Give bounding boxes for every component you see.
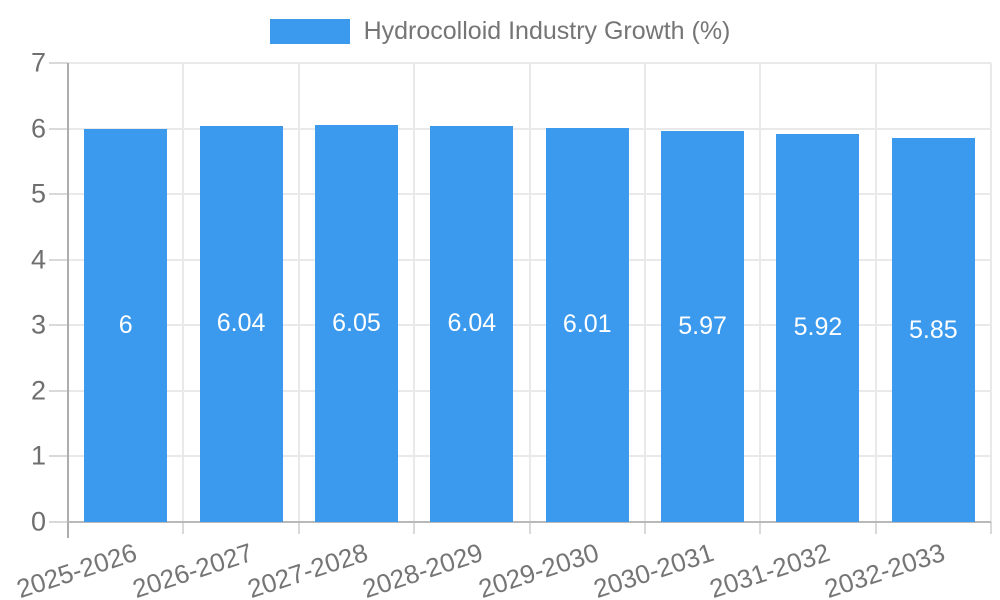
gridline-vertical — [874, 63, 877, 522]
x-axis-tick — [874, 522, 877, 534]
gridline-vertical — [759, 63, 762, 522]
bar[interactable]: 6.04 — [430, 125, 514, 522]
x-axis-category-label: 2032-2033 — [820, 537, 949, 600]
bar-value-label: 6 — [118, 310, 133, 339]
bar-value-label: 5.92 — [793, 313, 843, 342]
gridline-vertical — [528, 63, 531, 522]
x-axis-tick — [643, 522, 646, 534]
y-axis-tick-label: 2 — [30, 375, 46, 406]
x-axis-category-label: 2028-2029 — [359, 537, 487, 600]
y-axis-tick-label: 4 — [30, 244, 46, 275]
gridline-vertical — [413, 63, 416, 522]
x-axis-category-label: 2026-2027 — [128, 537, 257, 600]
bar[interactable]: 6 — [84, 128, 168, 522]
y-axis-tick-label: 6 — [30, 113, 46, 144]
bar-value-label: 6.01 — [562, 310, 612, 339]
y-axis-tick-label: 1 — [30, 440, 46, 471]
y-axis-tick — [49, 127, 68, 130]
x-axis-tick — [528, 522, 531, 534]
y-axis-tick — [49, 324, 68, 327]
y-axis-tick — [49, 521, 68, 523]
bar-value-label: 5.97 — [678, 311, 727, 340]
gridline-vertical — [990, 63, 992, 522]
x-axis-tick — [297, 522, 300, 534]
y-axis-tick-label: 3 — [30, 309, 46, 340]
bar[interactable]: 6.05 — [314, 125, 398, 522]
x-axis-tick — [990, 522, 992, 534]
legend-label[interactable]: Hydrocolloid Industry Growth (%) — [363, 17, 731, 45]
bar[interactable]: 6.01 — [545, 127, 629, 522]
x-axis-category-label: 2029-2030 — [474, 537, 603, 600]
chart-legend[interactable]: Hydrocolloid Industry Growth (%) — [0, 19, 1000, 44]
bar[interactable]: 5.85 — [891, 138, 975, 522]
bar[interactable]: 5.92 — [776, 133, 860, 522]
bar-value-label: 6.04 — [216, 309, 266, 338]
x-axis-line — [68, 521, 991, 523]
y-axis-line — [67, 63, 69, 538]
y-axis-tick-label: 7 — [30, 47, 46, 78]
bar-value-label: 5.85 — [908, 315, 958, 344]
y-axis-tick — [49, 258, 68, 261]
y-axis-tick — [49, 62, 68, 64]
bar[interactable]: 5.97 — [661, 130, 745, 522]
y-axis-tick — [49, 455, 68, 458]
gridline-vertical — [643, 63, 646, 522]
gridline-vertical — [182, 63, 185, 522]
y-axis-tick-label: 5 — [30, 178, 46, 209]
y-axis-tick — [49, 193, 68, 196]
bar[interactable]: 6.04 — [199, 125, 283, 522]
x-axis-tick — [413, 522, 416, 534]
x-axis-category-label: 2025-2026 — [13, 537, 141, 600]
x-axis-category-label: 2030-2031 — [589, 537, 718, 600]
x-axis-tick — [182, 522, 185, 534]
bar-value-label: 6.04 — [447, 309, 497, 338]
x-axis-category-label: 2031-2032 — [705, 537, 833, 600]
y-axis-tick — [49, 389, 68, 392]
gridline-vertical — [297, 63, 300, 522]
bar-value-label: 6.05 — [332, 309, 381, 338]
y-axis-tick-label: 0 — [30, 506, 46, 537]
x-axis-tick — [759, 522, 762, 534]
x-axis-category-label: 2027-2028 — [243, 537, 372, 600]
legend-color-swatch[interactable] — [269, 19, 350, 44]
